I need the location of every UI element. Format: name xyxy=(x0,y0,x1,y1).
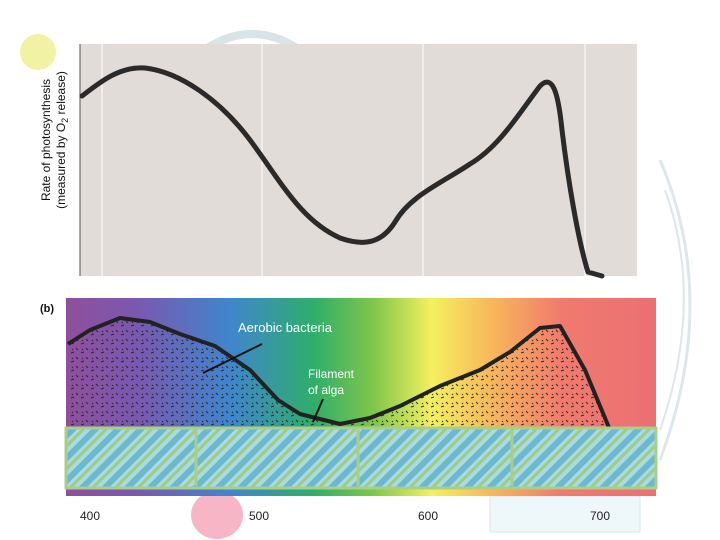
bacteria-pointer xyxy=(202,343,263,374)
decorative-circle xyxy=(20,34,56,70)
alga-filament xyxy=(64,426,658,490)
y-axis-label-line1: Rate of photosynthesis xyxy=(38,78,53,202)
photosynthesis-curve xyxy=(79,65,605,279)
filament-label: Filament of alga xyxy=(308,366,354,398)
x-tick-600: 600 xyxy=(417,509,439,523)
filament-pointer xyxy=(312,398,324,423)
panel-b-label: (b) xyxy=(40,303,55,315)
y-label-pre: (measured by O xyxy=(53,122,68,209)
bacteria-label: Aerobic bacteria xyxy=(238,320,332,335)
bacteria-outline xyxy=(66,316,612,431)
x-tick-700: 700 xyxy=(589,509,611,523)
decorative-box xyxy=(489,495,641,533)
action-spectrum-chart xyxy=(79,44,637,279)
y-axis-label: Rate of photosynthesis (measured by O2 r… xyxy=(39,71,73,209)
x-tick-400: 400 xyxy=(79,509,101,523)
decorative-arc xyxy=(659,189,685,431)
filament-label-line1: Filament xyxy=(308,367,355,381)
decorative-circle xyxy=(191,491,243,539)
spectrum-panel xyxy=(64,298,658,496)
x-tick-500: 500 xyxy=(248,509,270,523)
y-axis-label-line2: (measured by O2 release) xyxy=(54,71,73,209)
y-label-post: release) xyxy=(53,71,68,118)
decorative-arc xyxy=(658,159,692,461)
y-label-sub: 2 xyxy=(60,117,71,123)
bacteria-region xyxy=(68,318,610,455)
filament-label-line2: of alga xyxy=(308,383,345,397)
